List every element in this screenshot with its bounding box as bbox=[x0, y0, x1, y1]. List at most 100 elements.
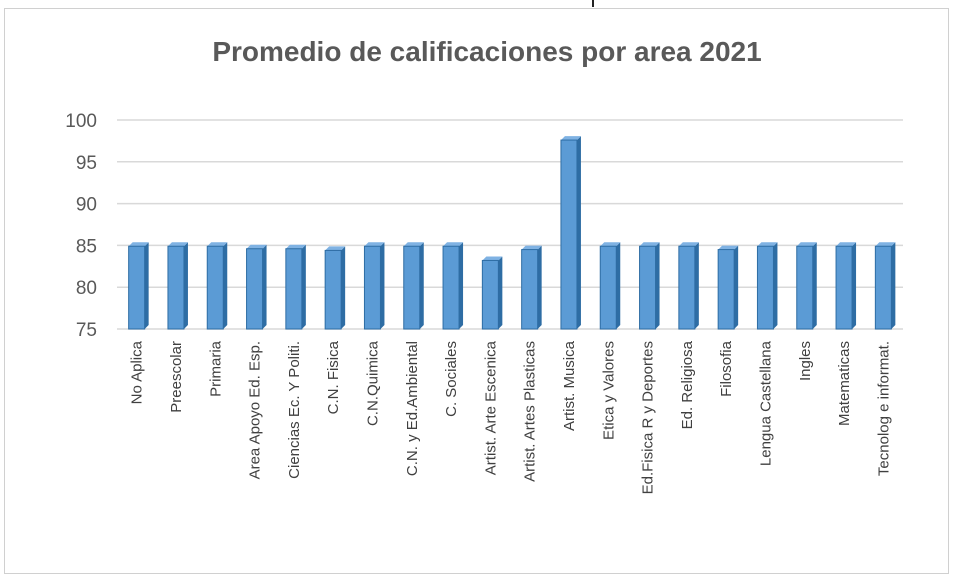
bar bbox=[324, 246, 346, 330]
bar bbox=[363, 242, 385, 330]
bar-side bbox=[262, 244, 267, 329]
bar-top bbox=[718, 245, 739, 250]
grid-layer bbox=[117, 119, 903, 330]
bar-front bbox=[874, 245, 892, 330]
bar bbox=[560, 136, 581, 330]
bar-side bbox=[891, 242, 896, 329]
bar-top bbox=[600, 242, 621, 247]
bar-front bbox=[324, 249, 342, 330]
bar-side bbox=[537, 245, 542, 329]
bar-chart: Promedio de calificaciones por area 2021… bbox=[65, 36, 903, 494]
bar-top bbox=[325, 246, 346, 251]
bar-side bbox=[734, 245, 739, 329]
bar-side bbox=[773, 242, 778, 329]
bar-top bbox=[757, 242, 778, 247]
bar-front bbox=[521, 249, 539, 330]
x-category-label: C.N.Quimica bbox=[364, 340, 381, 426]
bar bbox=[167, 242, 188, 330]
cursor-mark bbox=[592, 0, 594, 7]
bar-top bbox=[639, 242, 660, 247]
bar bbox=[756, 242, 778, 330]
y-axis-ticks: 75 80 85 90 95 100 bbox=[65, 111, 97, 341]
bar bbox=[874, 242, 896, 330]
bar-top bbox=[836, 242, 857, 247]
bar bbox=[403, 242, 424, 330]
bar-side bbox=[380, 242, 385, 329]
bar-front bbox=[717, 249, 735, 330]
bar bbox=[481, 256, 503, 330]
bar-top bbox=[678, 242, 699, 247]
x-category-label: Artist. Arte Escenica bbox=[482, 340, 499, 475]
bar-side bbox=[655, 242, 660, 329]
x-category-label: Matematicas bbox=[836, 341, 853, 426]
bar-side bbox=[419, 242, 424, 329]
bar-front bbox=[599, 245, 617, 330]
bar-front bbox=[363, 245, 381, 330]
x-category-label: Preescolar bbox=[168, 341, 185, 413]
y-tick-label: 75 bbox=[76, 320, 97, 341]
x-category-label: Ingles bbox=[797, 341, 814, 381]
bar-front bbox=[403, 245, 421, 330]
bar-top bbox=[560, 136, 581, 141]
bar bbox=[678, 242, 699, 330]
bar-top bbox=[167, 242, 188, 247]
bar-front bbox=[128, 245, 146, 330]
bar-top bbox=[443, 242, 464, 247]
x-category-label: Tecnolog e informat. bbox=[875, 341, 892, 476]
x-category-label: Ciencias Ec. Y Politi. bbox=[286, 341, 303, 479]
bar-side bbox=[144, 242, 149, 329]
bar bbox=[599, 242, 621, 330]
x-axis-labels: No Aplica Preescolar Primaria Area Apoyo Ed… bbox=[129, 340, 893, 494]
bar-top bbox=[246, 244, 267, 249]
x-category-label: Artist. Musica bbox=[561, 340, 578, 431]
y-tick-label: 100 bbox=[65, 111, 97, 132]
bar-top bbox=[128, 242, 149, 247]
x-category-label: Etica y Valores bbox=[600, 341, 617, 440]
bar-top bbox=[521, 245, 542, 250]
bar-front bbox=[678, 245, 696, 330]
bar-top bbox=[403, 242, 424, 247]
bar bbox=[639, 242, 660, 330]
x-category-label: C.N. y Ed.Ambiental bbox=[404, 341, 421, 476]
bar-front bbox=[481, 259, 499, 330]
bars bbox=[128, 136, 896, 330]
x-category-label: Ed.Fisica R y Deportes bbox=[640, 341, 657, 494]
bar-side bbox=[498, 256, 503, 329]
bar-front bbox=[835, 245, 853, 330]
bar-side bbox=[694, 242, 699, 329]
y-tick-label: 90 bbox=[76, 195, 97, 216]
bar bbox=[521, 245, 542, 330]
top-border-strip bbox=[0, 0, 955, 8]
bar-front bbox=[560, 139, 578, 330]
bar-side bbox=[459, 242, 464, 329]
bar-front bbox=[167, 245, 185, 330]
chart-title: Promedio de calificaciones por area 2021 bbox=[212, 36, 761, 67]
bar-front bbox=[285, 248, 303, 330]
bar-side bbox=[301, 244, 306, 329]
bar bbox=[206, 242, 228, 330]
bar bbox=[285, 244, 306, 330]
bar-top bbox=[285, 244, 306, 249]
bar-side bbox=[341, 246, 346, 329]
bar-top bbox=[207, 242, 228, 247]
bar bbox=[128, 242, 149, 330]
bar-front bbox=[206, 245, 224, 330]
y-tick-label: 85 bbox=[76, 236, 97, 257]
bar-side bbox=[812, 242, 817, 329]
bar-top bbox=[875, 242, 896, 247]
bar-front bbox=[756, 245, 774, 330]
bar bbox=[442, 242, 464, 330]
x-category-label: C.N. Fisica bbox=[325, 340, 342, 414]
bar-front bbox=[639, 245, 657, 330]
chart-frame: Promedio de calificaciones por area 2021… bbox=[4, 8, 949, 574]
bar-front bbox=[246, 248, 264, 330]
x-category-label: No Aplica bbox=[129, 340, 146, 404]
bar bbox=[717, 245, 739, 330]
x-category-label: Primaria bbox=[207, 340, 224, 396]
bar-front bbox=[442, 245, 460, 330]
bar-top bbox=[482, 256, 503, 261]
bar-side bbox=[183, 242, 188, 329]
bar bbox=[835, 242, 857, 330]
y-tick-label: 80 bbox=[76, 278, 97, 299]
bar-side bbox=[616, 242, 621, 329]
